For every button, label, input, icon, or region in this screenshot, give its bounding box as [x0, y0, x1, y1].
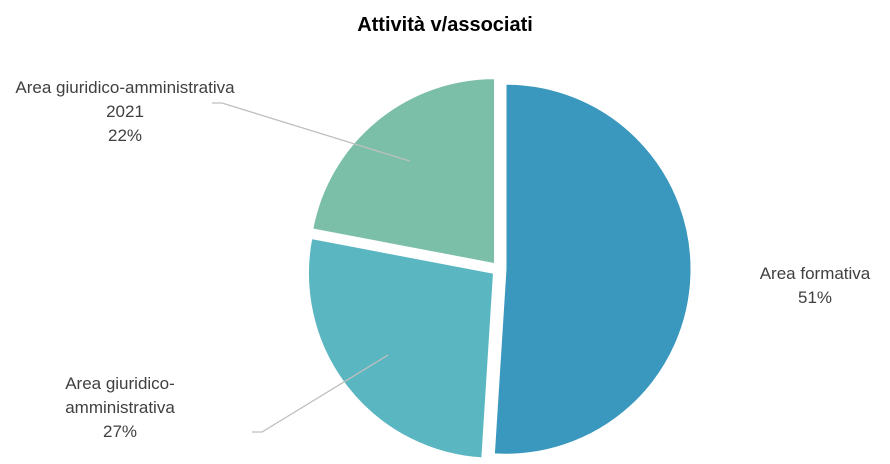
data-label: Area giuridico-amministrativa 2021 22%: [0, 76, 250, 148]
category-label: Area formativa: [759, 264, 871, 283]
leader-line: [252, 354, 389, 433]
pie-slice: [307, 238, 494, 459]
pie-slice: [493, 83, 692, 455]
value-label: 22%: [107, 126, 143, 145]
pie-slice: [312, 78, 496, 265]
value-label: 27%: [102, 422, 138, 441]
value-label: 51%: [797, 288, 833, 307]
data-label: Area formativa 51%: [735, 262, 890, 310]
chart-title: Attività v/associati: [357, 14, 533, 36]
category-label: Area giuridico-amministrativa: [65, 374, 175, 417]
data-label: Area giuridico-amministrativa 27%: [20, 372, 220, 444]
leader-line: [212, 102, 410, 162]
category-label: Area giuridico-amministrativa 2021: [15, 78, 235, 121]
